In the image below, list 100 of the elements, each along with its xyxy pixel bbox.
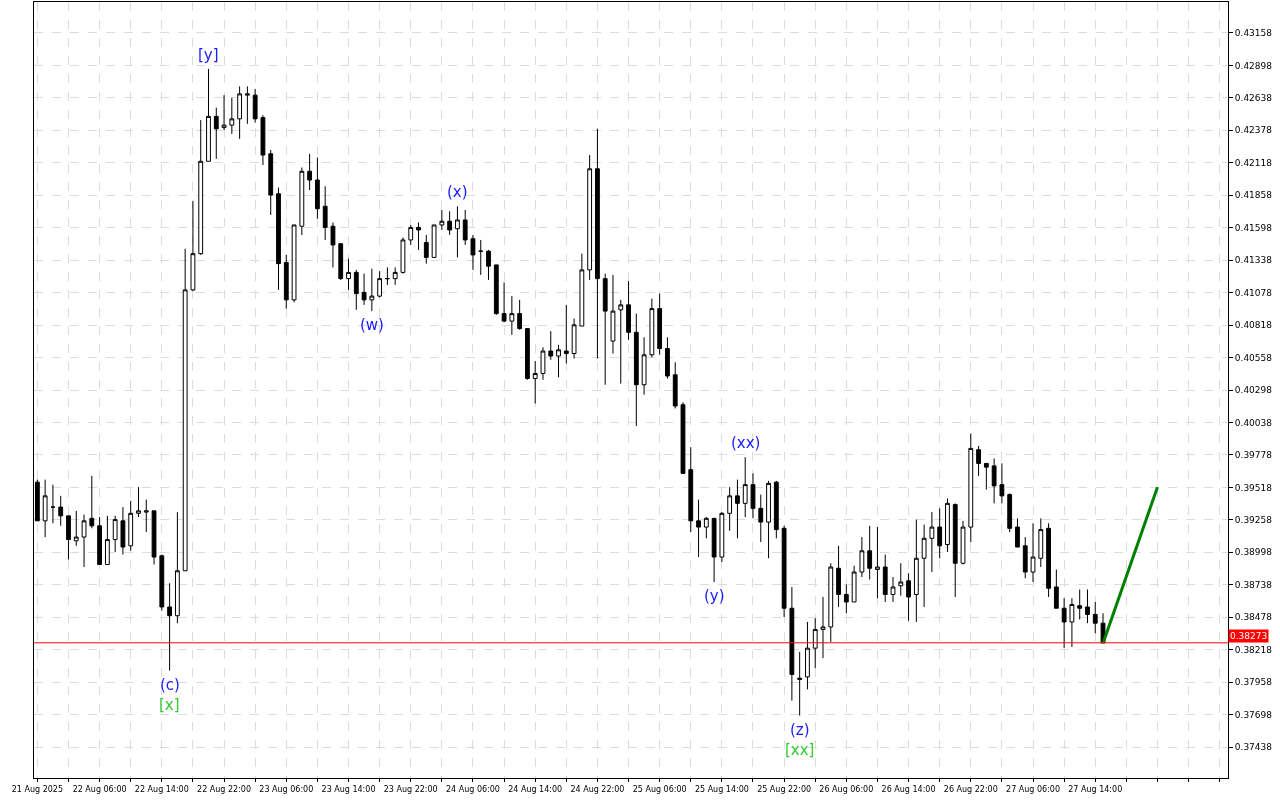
annotation: [x] xyxy=(159,696,180,714)
candlestick xyxy=(968,432,974,543)
candlestick xyxy=(1046,522,1051,598)
y-tick-label: 0.38738 xyxy=(1234,579,1273,590)
x-tick-label: 23 Aug 22:00 xyxy=(383,784,438,794)
candlestick xyxy=(1030,522,1036,583)
x-tick-label: 25 Aug 06:00 xyxy=(632,784,687,794)
x-tick-label: 27 Aug 14:00 xyxy=(1068,784,1123,794)
x-tick-label: 22 Aug 06:00 xyxy=(72,784,127,794)
candlestick xyxy=(260,114,266,166)
candlestick xyxy=(540,346,546,381)
candlestick xyxy=(213,107,219,160)
candlestick xyxy=(392,266,398,286)
x-tick-label: 24 Aug 14:00 xyxy=(508,784,563,794)
candlestick xyxy=(252,88,258,124)
candlestick xyxy=(322,185,328,241)
candlestick xyxy=(517,299,523,331)
candlestick xyxy=(229,97,235,135)
candlestick xyxy=(346,258,351,291)
candlestick xyxy=(314,157,320,220)
candlestick xyxy=(929,511,935,573)
candlestick xyxy=(174,511,180,624)
candlestick xyxy=(665,336,670,380)
y-tick-label: 0.37958 xyxy=(1234,677,1273,688)
candlestick xyxy=(525,328,530,381)
candlestick xyxy=(688,446,694,533)
candlestick xyxy=(696,499,701,558)
candlestick xyxy=(338,243,344,281)
x-tick-label: 24 Aug 22:00 xyxy=(570,784,625,794)
candlestick xyxy=(983,462,989,491)
candlestick xyxy=(283,254,289,310)
annotation: (z) xyxy=(790,721,810,739)
candlestick xyxy=(587,154,593,281)
candlestick xyxy=(307,153,313,191)
y-tick-label: 0.42638 xyxy=(1234,93,1273,104)
candlestick xyxy=(820,596,826,659)
candlestick xyxy=(797,651,803,717)
candlestick xyxy=(773,480,779,539)
candlestick xyxy=(501,281,507,323)
annotation: [xx] xyxy=(785,741,815,759)
y-tick-label: 0.38998 xyxy=(1234,547,1273,558)
candlestick xyxy=(1069,597,1075,648)
candlestick xyxy=(945,497,950,553)
candlestick xyxy=(1007,492,1013,533)
candlestick xyxy=(408,224,414,246)
y-tick-label: 0.37698 xyxy=(1234,709,1273,720)
candlestick xyxy=(1022,536,1028,579)
candlestick xyxy=(486,249,491,281)
x-tick-label: 26 Aug 14:00 xyxy=(881,784,936,794)
candlestick xyxy=(906,572,911,622)
candlestick xyxy=(167,582,173,672)
candlestick xyxy=(836,545,841,608)
candlestick xyxy=(268,149,274,216)
y-tick-label: 0.41598 xyxy=(1234,222,1273,233)
candlestick xyxy=(610,274,616,355)
x-tick-label: 23 Aug 14:00 xyxy=(321,784,376,794)
candlestick xyxy=(595,128,600,360)
candlestick xyxy=(641,336,647,396)
candlestick xyxy=(735,479,740,539)
candlestick xyxy=(618,299,624,385)
candlestick xyxy=(478,239,484,276)
y-tick-label: 0.39778 xyxy=(1234,450,1273,461)
candlestick xyxy=(758,494,764,543)
candlestick xyxy=(532,360,538,404)
candlestick xyxy=(789,586,795,702)
candlestick xyxy=(875,526,880,599)
candlestick xyxy=(976,445,981,477)
y-tick-label: 0.37438 xyxy=(1234,742,1273,753)
candlestick xyxy=(548,330,554,361)
y-tick-label: 0.42378 xyxy=(1234,125,1273,136)
candlestick xyxy=(291,224,297,303)
candlestick xyxy=(921,524,927,608)
candlestick xyxy=(1085,588,1090,624)
candlestick xyxy=(330,221,336,268)
candlestick xyxy=(509,295,515,336)
candlestick xyxy=(742,456,748,518)
candlestick xyxy=(657,293,663,356)
candlestick xyxy=(867,525,873,581)
candlestick xyxy=(672,361,678,409)
candlestick xyxy=(913,519,919,623)
x-tick-label: 21 Aug 2025 xyxy=(11,784,63,794)
candlestick xyxy=(960,520,966,566)
candlestick xyxy=(361,273,367,306)
candlestick xyxy=(89,475,95,529)
annotation: [y] xyxy=(198,46,219,64)
y-tick-label: 0.40818 xyxy=(1234,320,1273,331)
candlestick xyxy=(81,514,87,568)
y-tick-label: 0.42898 xyxy=(1234,60,1273,71)
candlestick xyxy=(299,167,305,236)
candlestick xyxy=(182,248,188,572)
y-tick-label: 0.38218 xyxy=(1234,644,1273,655)
candlestick xyxy=(952,502,958,598)
candlestick xyxy=(73,510,79,547)
candlestick xyxy=(276,187,281,291)
candlestick xyxy=(937,507,943,559)
candlestick xyxy=(50,484,56,524)
candlestick xyxy=(112,515,118,553)
candlestick xyxy=(602,273,608,386)
y-tick-label: 0.40298 xyxy=(1234,385,1273,396)
annotation: (w) xyxy=(360,316,384,334)
